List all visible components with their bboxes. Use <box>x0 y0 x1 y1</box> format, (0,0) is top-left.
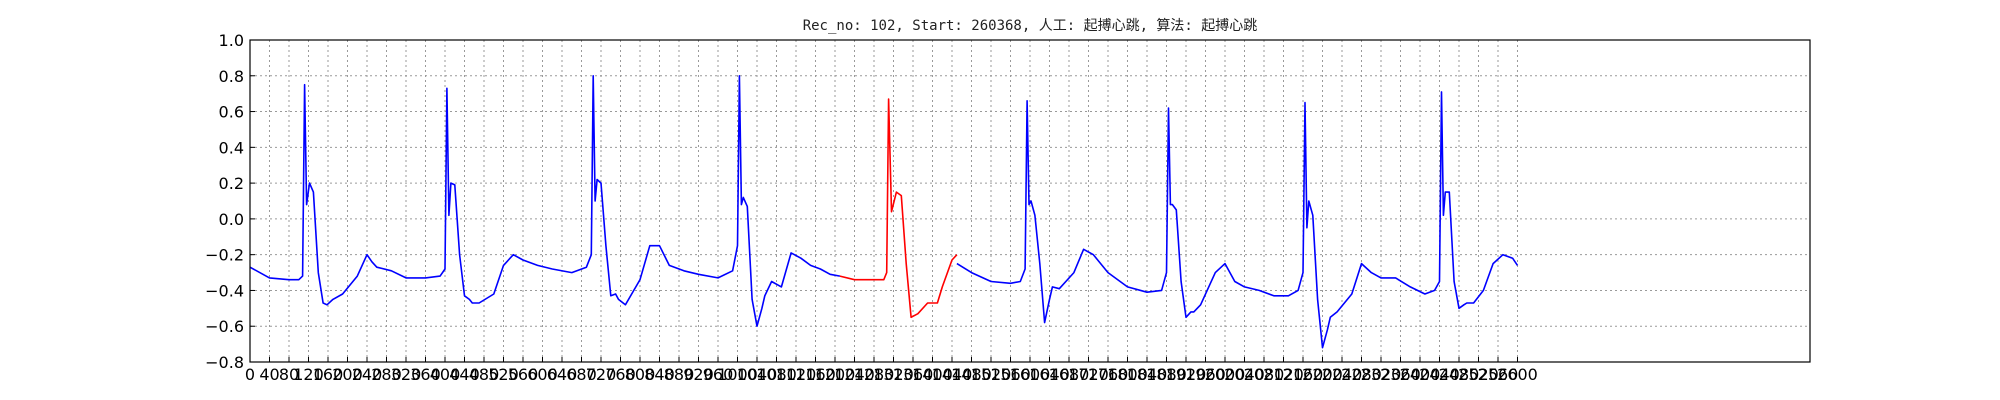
x-tick-label: 1360 <box>893 365 934 384</box>
x-tick-label: 1400 <box>912 365 953 384</box>
y-tick-label: 0.8 <box>219 67 244 86</box>
x-tick-label: 1760 <box>1088 365 1129 384</box>
x-tick-label: 920 <box>683 365 714 384</box>
y-tick-label: 1.0 <box>219 31 244 50</box>
y-tick-label: 0.4 <box>219 138 244 157</box>
x-tick-label: 1640 <box>1029 365 1070 384</box>
x-tick-label: 2000 <box>1205 365 1246 384</box>
x-tick-label: 1080 <box>756 365 797 384</box>
x-tick-label: 560 <box>508 365 539 384</box>
x-tick-label: 2560 <box>1478 365 1519 384</box>
series-line-3 <box>956 91 1519 349</box>
x-tick-label: 80 <box>279 365 299 384</box>
x-tick-label: 2320 <box>1361 365 1402 384</box>
x-tick-label: 800 <box>625 365 656 384</box>
x-tick-label: 2040 <box>1224 365 1265 384</box>
x-tick-label: 2240 <box>1322 365 1363 384</box>
x-tick-label: 2400 <box>1400 365 1441 384</box>
x-tick-label: 240 <box>352 365 383 384</box>
x-tick-label: 1000 <box>717 365 758 384</box>
x-tick-label: 120 <box>293 365 324 384</box>
x-tick-label: 760 <box>605 365 636 384</box>
x-tick-label: 0 <box>245 365 255 384</box>
x-tick-label: 480 <box>469 365 500 384</box>
x-tick-label: 40 <box>259 365 279 384</box>
series-line-1 <box>249 75 841 328</box>
y-tick-label: 0.0 <box>219 210 244 229</box>
x-tick-label: 2480 <box>1439 365 1480 384</box>
x-tick-label: 880 <box>664 365 695 384</box>
x-tick-label: 160 <box>313 365 344 384</box>
y-tick-label: −0.4 <box>205 281 244 300</box>
y-tick-label: 0.6 <box>219 103 244 122</box>
x-tick-label: 1200 <box>815 365 856 384</box>
x-tick-label: 1320 <box>873 365 914 384</box>
y-axis: 1.0 0.8 0.6 0.4 0.2 0.0 −0.2 −0.4 −0.6 −0.8 <box>205 31 255 372</box>
x-tick-label: 400 <box>430 365 461 384</box>
y-tick-label: −0.2 <box>205 246 244 265</box>
x-tick-label: 1600 <box>1010 365 1051 384</box>
x-tick-label: 1800 <box>1107 365 1148 384</box>
x-tick-label: 2600 <box>1497 365 1538 384</box>
x-axis: 0 40 8012016020024028032036040044048052056… <box>245 357 1538 384</box>
x-tick-label: 840 <box>644 365 675 384</box>
y-tick-label: −0.8 <box>205 353 244 372</box>
x-tick-label: 2160 <box>1283 365 1324 384</box>
x-tick-label: 2200 <box>1302 365 1343 384</box>
x-tick-label: 1720 <box>1068 365 1109 384</box>
x-tick-label: 1440 <box>932 365 973 384</box>
x-tick-label: 1160 <box>795 365 836 384</box>
x-tick-label: 640 <box>547 365 578 384</box>
x-tick-label: 960 <box>703 365 734 384</box>
x-tick-label: 360 <box>410 365 441 384</box>
x-tick-label: 2280 <box>1341 365 1382 384</box>
x-tick-label: 1040 <box>737 365 778 384</box>
x-tick-label: 1560 <box>990 365 1031 384</box>
x-tick-label: 2120 <box>1263 365 1304 384</box>
x-tick-label: 1480 <box>951 365 992 384</box>
x-tick-label: 440 <box>449 365 480 384</box>
x-tick-label: 2520 <box>1458 365 1499 384</box>
y-tick-label: 0.2 <box>219 174 244 193</box>
x-tick-label: 1960 <box>1185 365 1226 384</box>
x-tick-label: 280 <box>371 365 402 384</box>
x-tick-label: 1840 <box>1127 365 1168 384</box>
x-tick-label: 520 <box>488 365 519 384</box>
x-tick-label: 2440 <box>1419 365 1460 384</box>
x-tick-label: 1240 <box>834 365 875 384</box>
x-tick-label: 1280 <box>854 365 895 384</box>
x-tick-label: 680 <box>566 365 597 384</box>
series-line-2 <box>839 98 958 319</box>
x-tick-label: 320 <box>391 365 422 384</box>
x-tick-label: 1680 <box>1049 365 1090 384</box>
x-tick-label: 2360 <box>1380 365 1421 384</box>
x-tick-label: 200 <box>332 365 363 384</box>
x-tick-label: 1880 <box>1146 365 1187 384</box>
x-tick-label: 720 <box>586 365 617 384</box>
y-tick-label: −0.6 <box>205 317 244 336</box>
x-tick-label: 2080 <box>1244 365 1285 384</box>
x-tick-label: 1920 <box>1166 365 1207 384</box>
grid <box>249 39 1810 363</box>
x-tick-label: 600 <box>527 365 558 384</box>
chart-title: Rec_no: 102, Start: 260368, 人工: 起搏心跳, 算法… <box>803 17 1258 34</box>
x-tick-label: 1520 <box>971 365 1012 384</box>
series-layer <box>249 75 1519 349</box>
x-tick-label: 1120 <box>776 365 817 384</box>
